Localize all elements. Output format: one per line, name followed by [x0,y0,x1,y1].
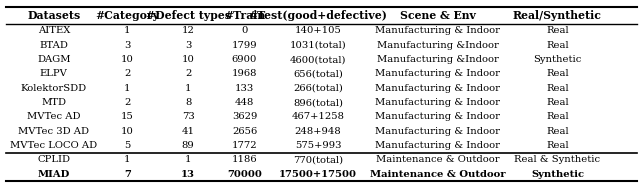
Text: Real: Real [546,26,569,35]
Text: Manufacturing & Indoor: Manufacturing & Indoor [375,84,500,93]
Text: 7: 7 [124,170,131,179]
Text: Maintenance & Outdoor: Maintenance & Outdoor [376,155,500,164]
Text: 3: 3 [124,41,131,50]
Text: Real: Real [546,141,569,150]
Text: 41: 41 [182,127,195,136]
Text: Scene & Env: Scene & Env [400,10,476,21]
Text: 1772: 1772 [232,141,257,150]
Text: 10: 10 [121,55,134,64]
Text: Maintenance & Outdoor: Maintenance & Outdoor [370,170,506,179]
Text: 1968: 1968 [232,69,257,78]
Text: 13: 13 [181,170,195,179]
Text: Manufacturing & Indoor: Manufacturing & Indoor [375,141,500,150]
Text: 448: 448 [235,98,254,107]
Text: 467+1258: 467+1258 [292,112,344,121]
Text: 70000: 70000 [227,170,262,179]
Text: 12: 12 [182,26,195,35]
Text: 1031(total): 1031(total) [290,41,346,50]
Text: 6900: 6900 [232,55,257,64]
Text: 1186: 1186 [232,155,257,164]
Text: #Defect types: #Defect types [146,10,230,21]
Text: Real/Synthetic: Real/Synthetic [513,10,602,21]
Text: MTD: MTD [41,98,67,107]
Text: 1: 1 [124,84,131,93]
Text: 1: 1 [124,155,131,164]
Text: KolektorSDD: KolektorSDD [20,84,87,93]
Text: Real: Real [546,41,569,50]
Text: 1799: 1799 [232,41,257,50]
Text: #Category: #Category [95,10,159,21]
Text: 8: 8 [185,98,191,107]
Text: Datasets: Datasets [27,10,81,21]
Text: 3: 3 [185,41,191,50]
Text: BTAD: BTAD [39,41,68,50]
Text: 656(total): 656(total) [293,69,343,78]
Text: Real: Real [546,127,569,136]
Text: #Train: #Train [224,10,265,21]
Text: 896(total): 896(total) [293,98,343,107]
Text: CPLID: CPLID [37,155,70,164]
Text: Real: Real [546,84,569,93]
Text: 2: 2 [124,98,131,107]
Text: Manufacturing & Indoor: Manufacturing & Indoor [375,98,500,107]
Text: MVTec AD: MVTec AD [27,112,81,121]
Text: 3629: 3629 [232,112,257,121]
Text: 4600(total): 4600(total) [290,55,346,64]
Text: 1: 1 [185,155,191,164]
Text: 2656: 2656 [232,127,257,136]
Text: 248+948: 248+948 [294,127,342,136]
Text: Manufacturing & Indoor: Manufacturing & Indoor [375,26,500,35]
Text: 770(total): 770(total) [293,155,343,164]
Text: 5: 5 [124,141,131,150]
Text: 15: 15 [121,112,134,121]
Text: MVTec LOCO AD: MVTec LOCO AD [10,141,97,150]
Text: 2: 2 [124,69,131,78]
Text: DAGM: DAGM [37,55,70,64]
Text: 73: 73 [182,112,195,121]
Text: 266(total): 266(total) [293,84,343,93]
Text: 0: 0 [241,26,248,35]
Text: Synthetic: Synthetic [531,170,584,179]
Text: ELPV: ELPV [40,69,68,78]
Text: Real: Real [546,112,569,121]
Text: 1: 1 [185,84,191,93]
Text: Manufacturing & Indoor: Manufacturing & Indoor [375,112,500,121]
Text: 10: 10 [182,55,195,64]
Text: 10: 10 [121,127,134,136]
Text: 575+993: 575+993 [295,141,341,150]
Text: Real: Real [546,69,569,78]
Text: 17500+17500: 17500+17500 [279,170,357,179]
Text: 1: 1 [124,26,131,35]
Text: Real: Real [546,98,569,107]
Text: 133: 133 [235,84,254,93]
Text: 140+105: 140+105 [294,26,342,35]
Text: Manufacturing &Indoor: Manufacturing &Indoor [377,55,499,64]
Text: AITEX: AITEX [38,26,70,35]
Text: Synthetic: Synthetic [533,55,582,64]
Text: 2: 2 [185,69,191,78]
Text: 89: 89 [182,141,195,150]
Text: MIAD: MIAD [38,170,70,179]
Text: Manufacturing & Indoor: Manufacturing & Indoor [375,127,500,136]
Text: Real & Synthetic: Real & Synthetic [515,155,600,164]
Text: MVTec 3D AD: MVTec 3D AD [19,127,89,136]
Text: #Test(good+defective): #Test(good+defective) [249,10,387,21]
Text: Manufacturing & Indoor: Manufacturing & Indoor [375,69,500,78]
Text: Manufacturing &Indoor: Manufacturing &Indoor [377,41,499,50]
